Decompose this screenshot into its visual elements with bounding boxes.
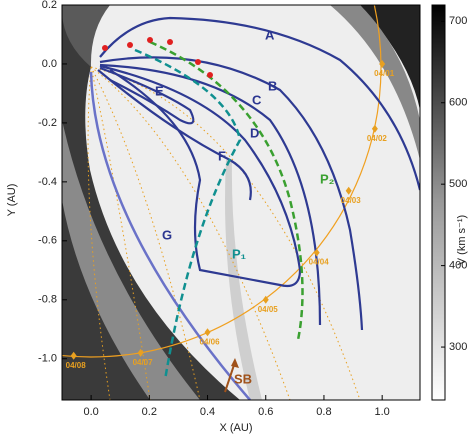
colorbar-tick-label: 400 xyxy=(449,260,467,272)
colorbar xyxy=(431,4,446,401)
field-line xyxy=(99,63,322,326)
field-line xyxy=(99,56,364,331)
annotation: SB xyxy=(234,371,252,386)
stream xyxy=(360,5,420,110)
colorbar-tick-label: 500 xyxy=(449,178,467,190)
date: 04/07 xyxy=(133,358,154,367)
sb-arrowhead xyxy=(231,358,239,368)
y-tick-label: 0.0 xyxy=(42,58,57,70)
field-line xyxy=(99,16,420,191)
y-tick-label: -0.2 xyxy=(38,117,57,129)
colorbar-tick-label: 700 xyxy=(449,15,467,27)
date-marker xyxy=(371,124,378,133)
field-line xyxy=(97,69,252,201)
date-marker xyxy=(137,348,144,357)
date: 04/08 xyxy=(66,361,87,370)
date-marker xyxy=(379,59,386,68)
y-tick-label: 0.2 xyxy=(42,0,57,11)
plot-frame xyxy=(61,4,421,401)
date: 04/03 xyxy=(341,196,362,205)
date-marker xyxy=(70,351,77,360)
earth-orbit xyxy=(62,5,382,358)
date-marker xyxy=(313,248,320,257)
field-line xyxy=(89,71,251,400)
x-tick-label: 0.0 xyxy=(83,406,98,418)
curve-label: B xyxy=(268,78,277,93)
x-tick-label: 0.4 xyxy=(200,406,215,418)
curve-label: P₁ xyxy=(232,246,246,261)
red-markers xyxy=(102,37,213,78)
y-tick-label: -0.4 xyxy=(38,176,57,188)
plot-area: 04/01 04/02 04/03 04/04 04/05 04/06 04/07 04/08… xyxy=(62,5,420,400)
field-line xyxy=(99,66,195,125)
date: 04/05 xyxy=(258,305,279,314)
y-tick-label: -1.0 xyxy=(38,353,57,365)
y-tick-label: -0.8 xyxy=(38,294,57,306)
date-marker xyxy=(262,295,269,304)
x-axis-label: X (AU) xyxy=(220,422,253,434)
x-tick-label: 0.2 xyxy=(142,406,157,418)
curve-label: D xyxy=(250,125,259,140)
p2-line xyxy=(149,40,304,341)
curve-label: P₂ xyxy=(320,171,335,186)
stream xyxy=(225,160,262,400)
curve-label: C xyxy=(252,92,262,107)
x-tick-label: 0.8 xyxy=(316,406,331,418)
curve-label: G xyxy=(162,227,172,242)
stream xyxy=(62,5,110,67)
y-axis-label: Y (AU) xyxy=(6,184,18,217)
y-tick-label: -0.6 xyxy=(38,235,57,247)
colorbar-label: V (km s⁻¹) xyxy=(456,215,468,265)
date: 04/02 xyxy=(367,134,388,143)
date-marker xyxy=(204,328,211,337)
colorbar-tick-label: 600 xyxy=(449,97,467,109)
p1-line xyxy=(134,48,242,381)
x-tick-label: 1.0 xyxy=(375,406,390,418)
stream xyxy=(62,120,200,400)
x-tick-label: 0.6 xyxy=(258,406,273,418)
date: 04/06 xyxy=(200,337,221,346)
date: 04/01 xyxy=(374,69,395,78)
curve-label: E xyxy=(155,83,164,98)
curve-label: A xyxy=(265,27,275,42)
date: 04/04 xyxy=(309,258,330,267)
colorbar-tick-label: 300 xyxy=(449,341,467,353)
spirals xyxy=(87,66,361,400)
field-line xyxy=(99,64,302,288)
date-marker xyxy=(345,186,352,195)
stream xyxy=(330,5,420,160)
curve-label: F xyxy=(218,148,226,163)
sb-arrow xyxy=(224,361,236,393)
